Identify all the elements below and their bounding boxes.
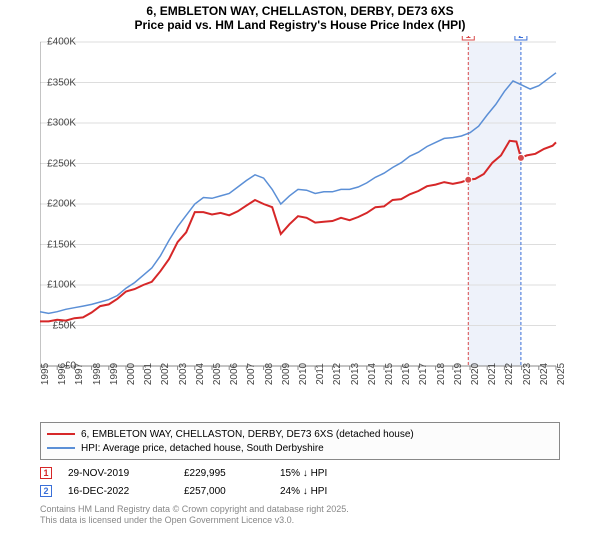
legend-label: HPI: Average price, detached house, Sout… xyxy=(81,443,324,454)
x-axis-label: 2016 xyxy=(401,363,412,385)
footer: Contains HM Land Registry data © Crown c… xyxy=(40,504,560,526)
x-axis-label: 1997 xyxy=(74,363,85,385)
sales-table: 1 29-NOV-2019 £229,995 15% ↓ HPI 2 16-DE… xyxy=(40,464,560,500)
x-axis-label: 2022 xyxy=(504,363,515,385)
x-axis-label: 2017 xyxy=(418,363,429,385)
x-axis-label: 2023 xyxy=(522,363,533,385)
sale-row: 2 16-DEC-2022 £257,000 24% ↓ HPI xyxy=(40,482,560,500)
sale-row: 1 29-NOV-2019 £229,995 15% ↓ HPI xyxy=(40,464,560,482)
x-axis-label: 2010 xyxy=(298,363,309,385)
sale-date: 29-NOV-2019 xyxy=(68,468,168,479)
y-axis-label: £50K xyxy=(53,320,76,331)
footer-line: Contains HM Land Registry data © Crown c… xyxy=(40,504,560,515)
legend-swatch xyxy=(47,447,75,449)
x-axis-label: 2009 xyxy=(281,363,292,385)
footer-line: This data is licensed under the Open Gov… xyxy=(40,515,560,526)
x-axis-label: 1995 xyxy=(40,363,51,385)
x-axis-label: 2008 xyxy=(264,363,275,385)
page-title: 6, EMBLETON WAY, CHELLASTON, DERBY, DE73… xyxy=(0,0,600,18)
chart-svg: 12 xyxy=(40,36,560,396)
x-axis-label: 2007 xyxy=(246,363,257,385)
x-axis-label: 2018 xyxy=(436,363,447,385)
x-axis-label: 2000 xyxy=(126,363,137,385)
sale-price: £257,000 xyxy=(184,486,264,497)
x-axis-label: 2005 xyxy=(212,363,223,385)
legend-label: 6, EMBLETON WAY, CHELLASTON, DERBY, DE73… xyxy=(81,429,414,440)
page-subtitle: Price paid vs. HM Land Registry's House … xyxy=(0,18,600,36)
legend-swatch xyxy=(47,433,75,435)
sale-date: 16-DEC-2022 xyxy=(68,486,168,497)
y-axis-label: £300K xyxy=(47,118,76,129)
x-axis-label: 2021 xyxy=(487,363,498,385)
sale-marker-icon: 2 xyxy=(40,485,52,497)
y-axis-label: £400K xyxy=(47,37,76,48)
sale-marker-icon: 1 xyxy=(40,467,52,479)
x-axis-label: 2019 xyxy=(453,363,464,385)
y-axis-label: £150K xyxy=(47,239,76,250)
x-axis-label: 2001 xyxy=(143,363,154,385)
x-axis-label: 2015 xyxy=(384,363,395,385)
x-axis-label: 2003 xyxy=(178,363,189,385)
x-axis-label: 2013 xyxy=(350,363,361,385)
x-axis-label: 1999 xyxy=(109,363,120,385)
y-axis-label: £250K xyxy=(47,158,76,169)
x-axis-label: 1996 xyxy=(57,363,68,385)
legend-item: 6, EMBLETON WAY, CHELLASTON, DERBY, DE73… xyxy=(47,427,553,441)
x-axis-label: 2006 xyxy=(229,363,240,385)
x-axis-label: 2024 xyxy=(539,363,550,385)
chart: 12 £0£50K£100K£150K£200K£250K£300K£350K£… xyxy=(40,36,600,416)
x-axis-label: 2012 xyxy=(332,363,343,385)
x-axis-label: 2025 xyxy=(556,363,567,385)
sale-price: £229,995 xyxy=(184,468,264,479)
x-axis-label: 1998 xyxy=(92,363,103,385)
y-axis-label: £350K xyxy=(47,77,76,88)
svg-text:1: 1 xyxy=(466,36,471,40)
x-axis-label: 2014 xyxy=(367,363,378,385)
sale-diff: 15% ↓ HPI xyxy=(280,468,400,479)
x-axis-label: 2002 xyxy=(160,363,171,385)
legend: 6, EMBLETON WAY, CHELLASTON, DERBY, DE73… xyxy=(40,422,560,460)
legend-item: HPI: Average price, detached house, Sout… xyxy=(47,441,553,455)
y-axis-label: £100K xyxy=(47,280,76,291)
svg-text:2: 2 xyxy=(518,36,523,40)
x-axis-label: 2020 xyxy=(470,363,481,385)
y-axis-label: £200K xyxy=(47,199,76,210)
sale-diff: 24% ↓ HPI xyxy=(280,486,400,497)
x-axis-label: 2011 xyxy=(315,363,326,385)
x-axis-label: 2004 xyxy=(195,363,206,385)
